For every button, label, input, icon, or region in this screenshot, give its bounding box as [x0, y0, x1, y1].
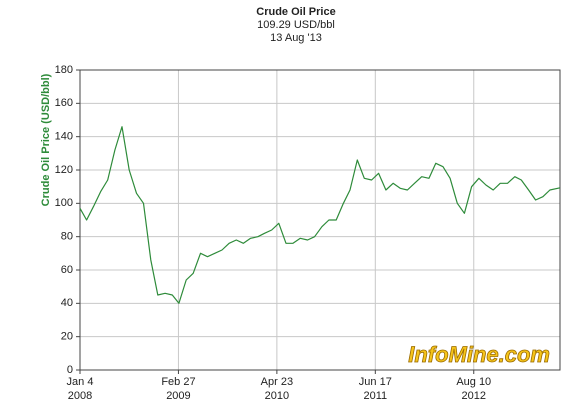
y-tick-label: 40 [61, 297, 73, 309]
y-tick-label: 160 [55, 97, 73, 109]
y-tick-label: 60 [61, 264, 73, 276]
date-label: 13 Aug '13 [270, 32, 322, 44]
x-tick-label: 2008 [68, 390, 92, 402]
x-tick-label: 2012 [462, 390, 486, 402]
watermark: InfoMine.com [408, 342, 550, 367]
x-tick-label: 2011 [363, 390, 387, 402]
y-tick-label: 80 [61, 231, 73, 243]
chart-title: Crude Oil Price [256, 6, 335, 18]
x-tick-label: Feb 27 [161, 376, 195, 388]
y-tick-label: 140 [55, 131, 73, 143]
y-tick-label: 20 [61, 331, 73, 343]
x-tick-label: Jun 17 [359, 376, 392, 388]
x-tick-label: Apr 23 [261, 376, 293, 388]
y-axis-label: Crude Oil Price (USD/bbl) [40, 73, 52, 206]
y-tick-label: 0 [67, 364, 73, 376]
price-line [79, 126, 561, 304]
chart-subtitle: 109.29 USD/bbl [257, 19, 335, 31]
y-tick-label: 180 [55, 64, 73, 76]
y-tick-label: 120 [55, 164, 73, 176]
x-tick-label: 2009 [166, 390, 190, 402]
x-tick-label: Jan 4 [67, 376, 94, 388]
y-tick-label: 100 [55, 197, 73, 209]
x-tick-label: Aug 10 [456, 376, 491, 388]
x-tick-label: 2010 [265, 390, 289, 402]
plot-frame [79, 69, 561, 371]
